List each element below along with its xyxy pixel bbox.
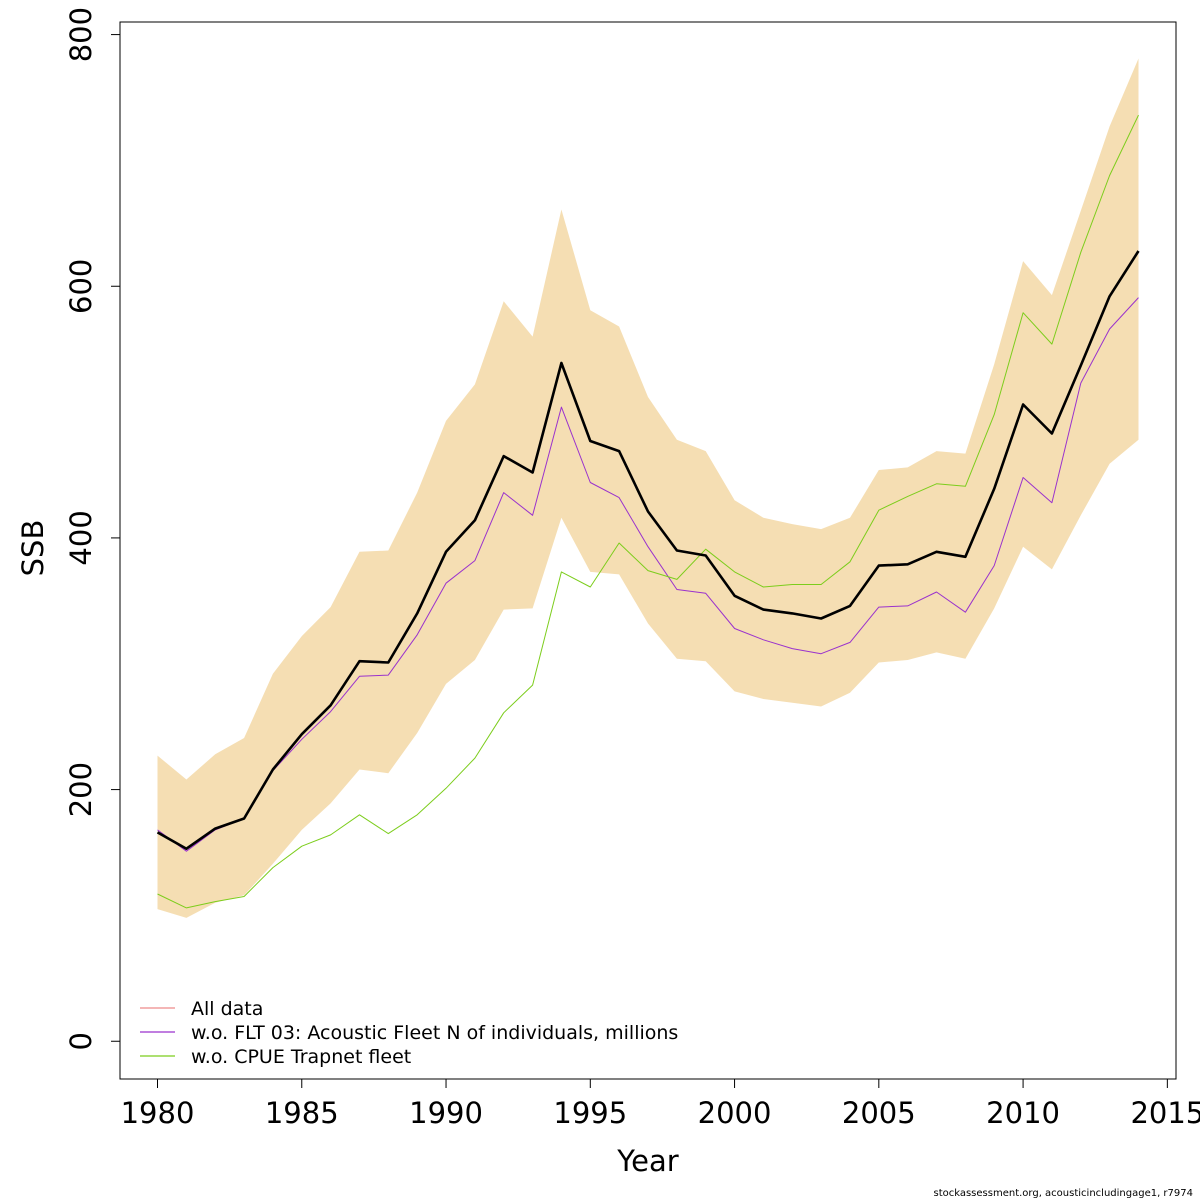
series-line-without-cpue-trapnet xyxy=(157,114,1139,909)
series-line-without-flt03 xyxy=(157,297,1139,852)
y-axis-title: SSB xyxy=(16,520,50,577)
axes: 1980 1985 1990 1995 2000 2005 2010 2015 0 200 400 6… xyxy=(64,7,1200,1130)
confidence-band xyxy=(157,58,1139,918)
x-tick-label: 2010 xyxy=(986,1096,1060,1130)
plot-area xyxy=(156,58,1140,918)
y-tick-label: 400 xyxy=(64,510,98,565)
x-tick-label: 1985 xyxy=(265,1096,339,1130)
x-tick-label: 2015 xyxy=(1130,1096,1200,1130)
y-tick-label: 800 xyxy=(64,7,98,62)
x-tick-label: 1990 xyxy=(409,1096,483,1130)
x-tick-label: 1980 xyxy=(121,1096,195,1130)
footer-credit: stockassessment.org, acousticincludingag… xyxy=(933,1188,1193,1199)
y-tick-label: 600 xyxy=(64,259,98,314)
legend-label: All data xyxy=(191,998,263,1020)
x-tick-label: 2000 xyxy=(698,1096,772,1130)
x-tick-label: 1995 xyxy=(553,1096,627,1130)
y-tick-label: 0 xyxy=(64,1032,98,1050)
x-tick-label: 2005 xyxy=(842,1096,916,1130)
series-line-all-data xyxy=(156,250,1140,851)
legend-label: w.o. CPUE Trapnet fleet xyxy=(191,1046,411,1068)
x-axis-title: Year xyxy=(616,1144,678,1178)
legend-label: w.o. FLT 03: Acoustic Fleet N of individ… xyxy=(191,1022,678,1044)
y-tick-label: 200 xyxy=(64,762,98,817)
